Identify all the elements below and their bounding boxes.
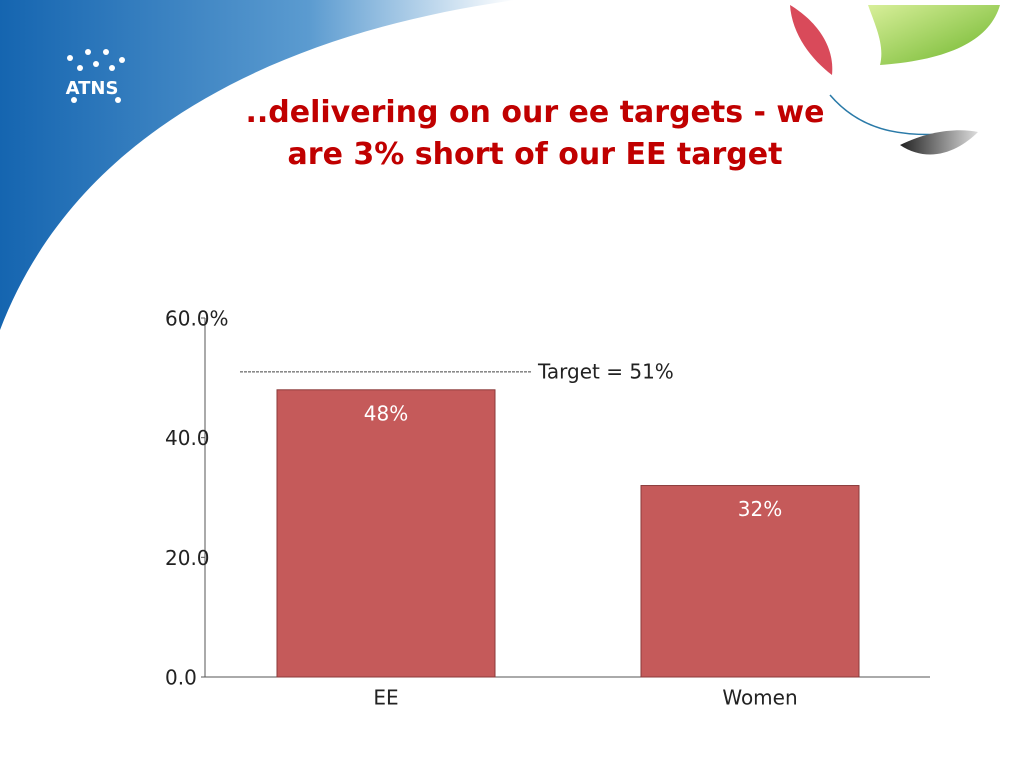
y-tick-label: 60.0%: [165, 307, 229, 331]
data-label: 48%: [364, 401, 408, 425]
logo-dots: [67, 49, 125, 103]
decor-green: [868, 5, 1000, 65]
decor-curve: [829, 94, 971, 136]
target-label: Target = 51%: [537, 359, 674, 383]
y-tick-label: 0.0: [165, 666, 197, 690]
logo-text: ATNS: [66, 78, 119, 99]
decor-gray: [900, 130, 978, 155]
decor-red: [790, 5, 833, 75]
data-label: 32%: [738, 497, 782, 521]
bar: [640, 485, 860, 678]
x-tick-label: EE: [373, 686, 398, 710]
x-tick-label: Women: [722, 686, 797, 710]
header-swoosh: [0, 0, 515, 330]
bar: [276, 389, 496, 678]
slide-title: ..delivering on our ee targets - we are …: [245, 95, 825, 172]
